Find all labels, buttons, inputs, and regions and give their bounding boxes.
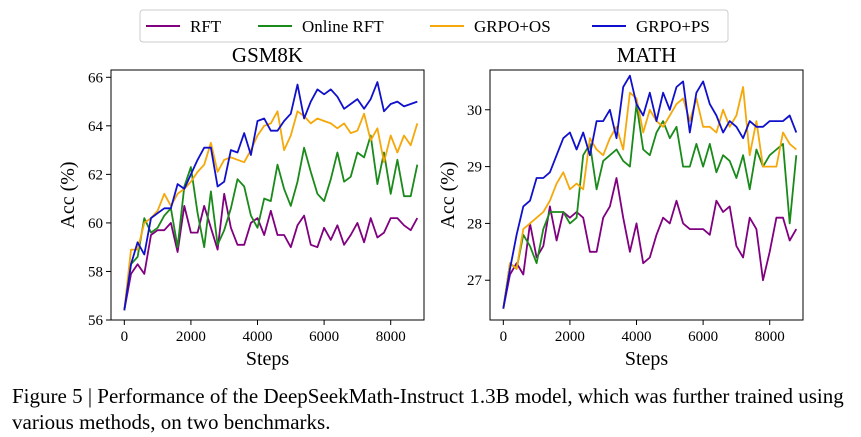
series-line-rft xyxy=(502,177,798,309)
figure: RFT Online RFT GRPO+OS GRPO+PS GSM8K 0 2000 40… xyxy=(57,9,804,370)
series-line-online-rft xyxy=(502,103,798,309)
caption-label: Figure 5 | xyxy=(12,384,98,408)
caption-text: Performance of the DeepSeekMath-Instruct… xyxy=(12,384,844,434)
series-line-grpo-ps xyxy=(502,74,798,309)
y-axis-label: Acc (%) xyxy=(437,161,459,228)
x-tick-label: 6000 xyxy=(309,329,339,345)
legend-label: RFT xyxy=(190,17,222,36)
series-line-rft xyxy=(123,192,419,311)
x-tick-label: 4000 xyxy=(622,329,652,345)
y-tick-label: 66 xyxy=(88,70,104,86)
figure-caption: Figure 5 | Performance of the DeepSeekMa… xyxy=(12,383,857,435)
y-axis-label: Acc (%) xyxy=(57,161,79,228)
x-tick-label: 0 xyxy=(500,329,508,345)
axes-frame xyxy=(489,69,804,321)
series-line-grpo-os xyxy=(502,86,797,309)
legend-label: GRPO+OS xyxy=(474,17,551,36)
x-axis-label: Steps xyxy=(246,348,290,370)
legend-label: Online RFT xyxy=(302,17,384,36)
y-tick-label: 64 xyxy=(88,119,104,135)
x-tick-label: 2000 xyxy=(555,329,585,345)
math-chart: MATH 0 2000 4000 6000 8000 27 28 29 30 Steps Acc (%… xyxy=(437,43,804,370)
axes-frame xyxy=(110,69,425,321)
x-tick-label: 6000 xyxy=(688,329,718,345)
x-tick-label: 0 xyxy=(121,329,129,345)
y-tick-label: 30 xyxy=(467,103,482,119)
legend: RFT Online RFT GRPO+OS GRPO+PS xyxy=(139,9,729,43)
y-tick-label: 58 xyxy=(88,264,103,280)
y-tick-label: 29 xyxy=(467,160,482,176)
y-tick-label: 27 xyxy=(467,273,483,289)
series-line-online-rft xyxy=(123,134,419,311)
legend-label: GRPO+PS xyxy=(636,17,710,36)
x-tick-label: 8000 xyxy=(376,329,406,345)
x-axis-label: Steps xyxy=(625,348,669,370)
y-tick-label: 62 xyxy=(88,167,103,183)
x-tick-label: 8000 xyxy=(755,329,785,345)
y-tick-label: 56 xyxy=(88,313,104,329)
chart-title: MATH xyxy=(617,43,677,67)
x-tick-label: 4000 xyxy=(243,329,273,345)
y-tick-label: 28 xyxy=(467,216,482,232)
series-line-grpo-ps xyxy=(123,81,418,311)
y-tick-label: 60 xyxy=(88,216,103,232)
x-tick-label: 2000 xyxy=(176,329,206,345)
chart-title: GSM8K xyxy=(232,43,303,67)
gsm8k-chart: GSM8K 0 2000 4000 6000 8000 56 58 60 62 64 66 Steps A… xyxy=(57,43,425,370)
